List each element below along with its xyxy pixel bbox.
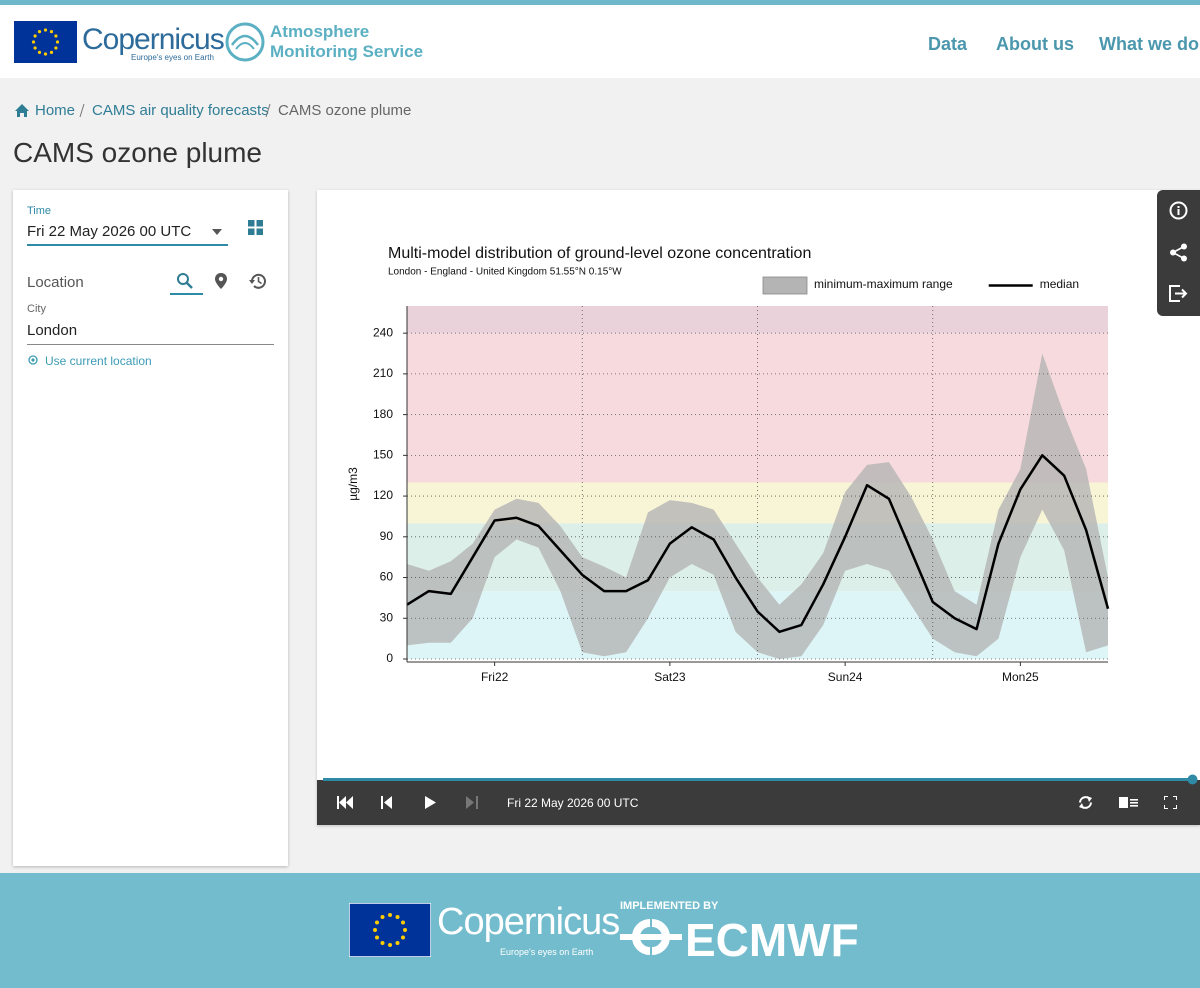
y-tick-label: 60 bbox=[380, 570, 394, 584]
y-tick-label: 150 bbox=[373, 448, 393, 462]
tab-underline bbox=[170, 293, 203, 295]
x-tick-label: Sun24 bbox=[828, 670, 863, 684]
y-tick-label: 240 bbox=[373, 325, 393, 339]
service-name: Atmosphere bbox=[270, 22, 370, 41]
side-toolbar bbox=[1157, 190, 1200, 316]
footer: Copernicus Europe's eyes on Earth IMPLEM… bbox=[0, 873, 1200, 988]
breadcrumb-separator bbox=[265, 103, 271, 118]
eu-flag bbox=[14, 21, 77, 63]
player-bar: Fri 22 May 2026 00 UTC bbox=[317, 774, 1200, 825]
history-icon[interactable] bbox=[248, 272, 267, 290]
select-underline bbox=[27, 244, 228, 246]
cams-icon bbox=[225, 22, 265, 62]
chart-title: Multi-model distribution of ground-level… bbox=[388, 245, 811, 262]
nav-link[interactable]: About us bbox=[996, 34, 1074, 54]
service-name: Monitoring Service bbox=[270, 42, 424, 61]
breadcrumb-current: CAMS ozone plume bbox=[278, 102, 412, 119]
pin-icon[interactable] bbox=[214, 272, 228, 290]
progress-track[interactable] bbox=[323, 778, 1193, 781]
eu-flag bbox=[349, 903, 431, 957]
locate-icon[interactable] bbox=[27, 354, 39, 366]
implemented-by: IMPLEMENTED BY bbox=[620, 900, 719, 912]
time-select[interactable]: Fri 22 May 2026 00 UTC bbox=[27, 223, 192, 240]
legend-label: median bbox=[1040, 277, 1079, 291]
x-tick-label: Fri22 bbox=[481, 670, 509, 684]
threshold-band bbox=[407, 333, 1108, 483]
breadcrumb-separator bbox=[79, 103, 85, 118]
page-title: CAMS ozone plume bbox=[13, 137, 263, 168]
grid-icon[interactable] bbox=[248, 220, 263, 235]
ecmwf-logo[interactable]: ECMWF bbox=[685, 914, 859, 966]
ecmwf-symbol bbox=[620, 919, 682, 955]
copernicus-logo[interactable]: Copernicus bbox=[437, 901, 620, 943]
legend-swatch bbox=[762, 276, 808, 295]
y-tick-label: 120 bbox=[373, 488, 393, 502]
legend-button[interactable] bbox=[1119, 797, 1138, 808]
field-label: Time bbox=[27, 205, 52, 217]
input-underline bbox=[27, 344, 274, 345]
median-line bbox=[406, 454, 1110, 634]
previous-button[interactable] bbox=[381, 796, 393, 809]
chart-card: Multi-model distribution of ground-level… bbox=[317, 190, 1200, 825]
y-tick-label: 90 bbox=[380, 529, 394, 543]
field-label: City bbox=[27, 303, 46, 315]
copernicus-logo[interactable]: Copernicus bbox=[82, 23, 225, 56]
y-axis-label: µg/m3 bbox=[346, 467, 360, 501]
use-location-link[interactable]: Use current location bbox=[45, 354, 152, 368]
player-time: Fri 22 May 2026 00 UTC bbox=[507, 796, 639, 810]
dropdown-caret[interactable] bbox=[211, 228, 223, 236]
logo-tagline: Europe's eyes on Earth bbox=[500, 947, 594, 957]
progress-handle[interactable] bbox=[1187, 774, 1198, 785]
first-button[interactable] bbox=[337, 796, 353, 809]
x-tick-label: Sat23 bbox=[654, 670, 686, 684]
field-label: Location bbox=[27, 274, 84, 291]
play-button[interactable] bbox=[425, 796, 436, 809]
top-strip bbox=[0, 0, 1200, 5]
fullscreen-button[interactable] bbox=[1164, 796, 1177, 809]
legend-label: minimum-maximum range bbox=[814, 277, 953, 291]
control-panel: Time Fri 22 May 2026 00 UTC Location Cit… bbox=[13, 190, 288, 866]
nav-link[interactable]: What we do bbox=[1099, 34, 1199, 54]
breadcrumb-link[interactable]: Home bbox=[35, 102, 76, 119]
nav-link[interactable]: Data bbox=[928, 34, 968, 54]
share-button[interactable] bbox=[1169, 243, 1188, 262]
y-tick-label: 210 bbox=[373, 366, 393, 380]
y-tick-label: 30 bbox=[380, 610, 394, 624]
breadcrumb-link[interactable]: CAMS air quality forecasts bbox=[92, 102, 269, 119]
city-input[interactable]: London bbox=[27, 322, 78, 339]
x-tick-label: Mon25 bbox=[1002, 670, 1039, 684]
export-button[interactable] bbox=[1169, 285, 1188, 302]
y-tick-label: 0 bbox=[386, 651, 393, 665]
home-icon[interactable] bbox=[14, 103, 30, 118]
chart-subtitle: London - England - United Kingdom 51.55°… bbox=[388, 267, 622, 278]
info-button[interactable] bbox=[1169, 201, 1188, 220]
chart: Multi-model distribution of ground-level… bbox=[346, 245, 1110, 684]
logo-tagline: Europe's eyes on Earth bbox=[131, 53, 214, 62]
next-button[interactable] bbox=[466, 796, 478, 809]
search-icon[interactable] bbox=[176, 272, 194, 290]
header: Copernicus Europe's eyes on Earth Atmosp… bbox=[0, 5, 1200, 78]
loop-button[interactable] bbox=[1077, 794, 1094, 811]
y-tick-label: 180 bbox=[373, 407, 393, 421]
